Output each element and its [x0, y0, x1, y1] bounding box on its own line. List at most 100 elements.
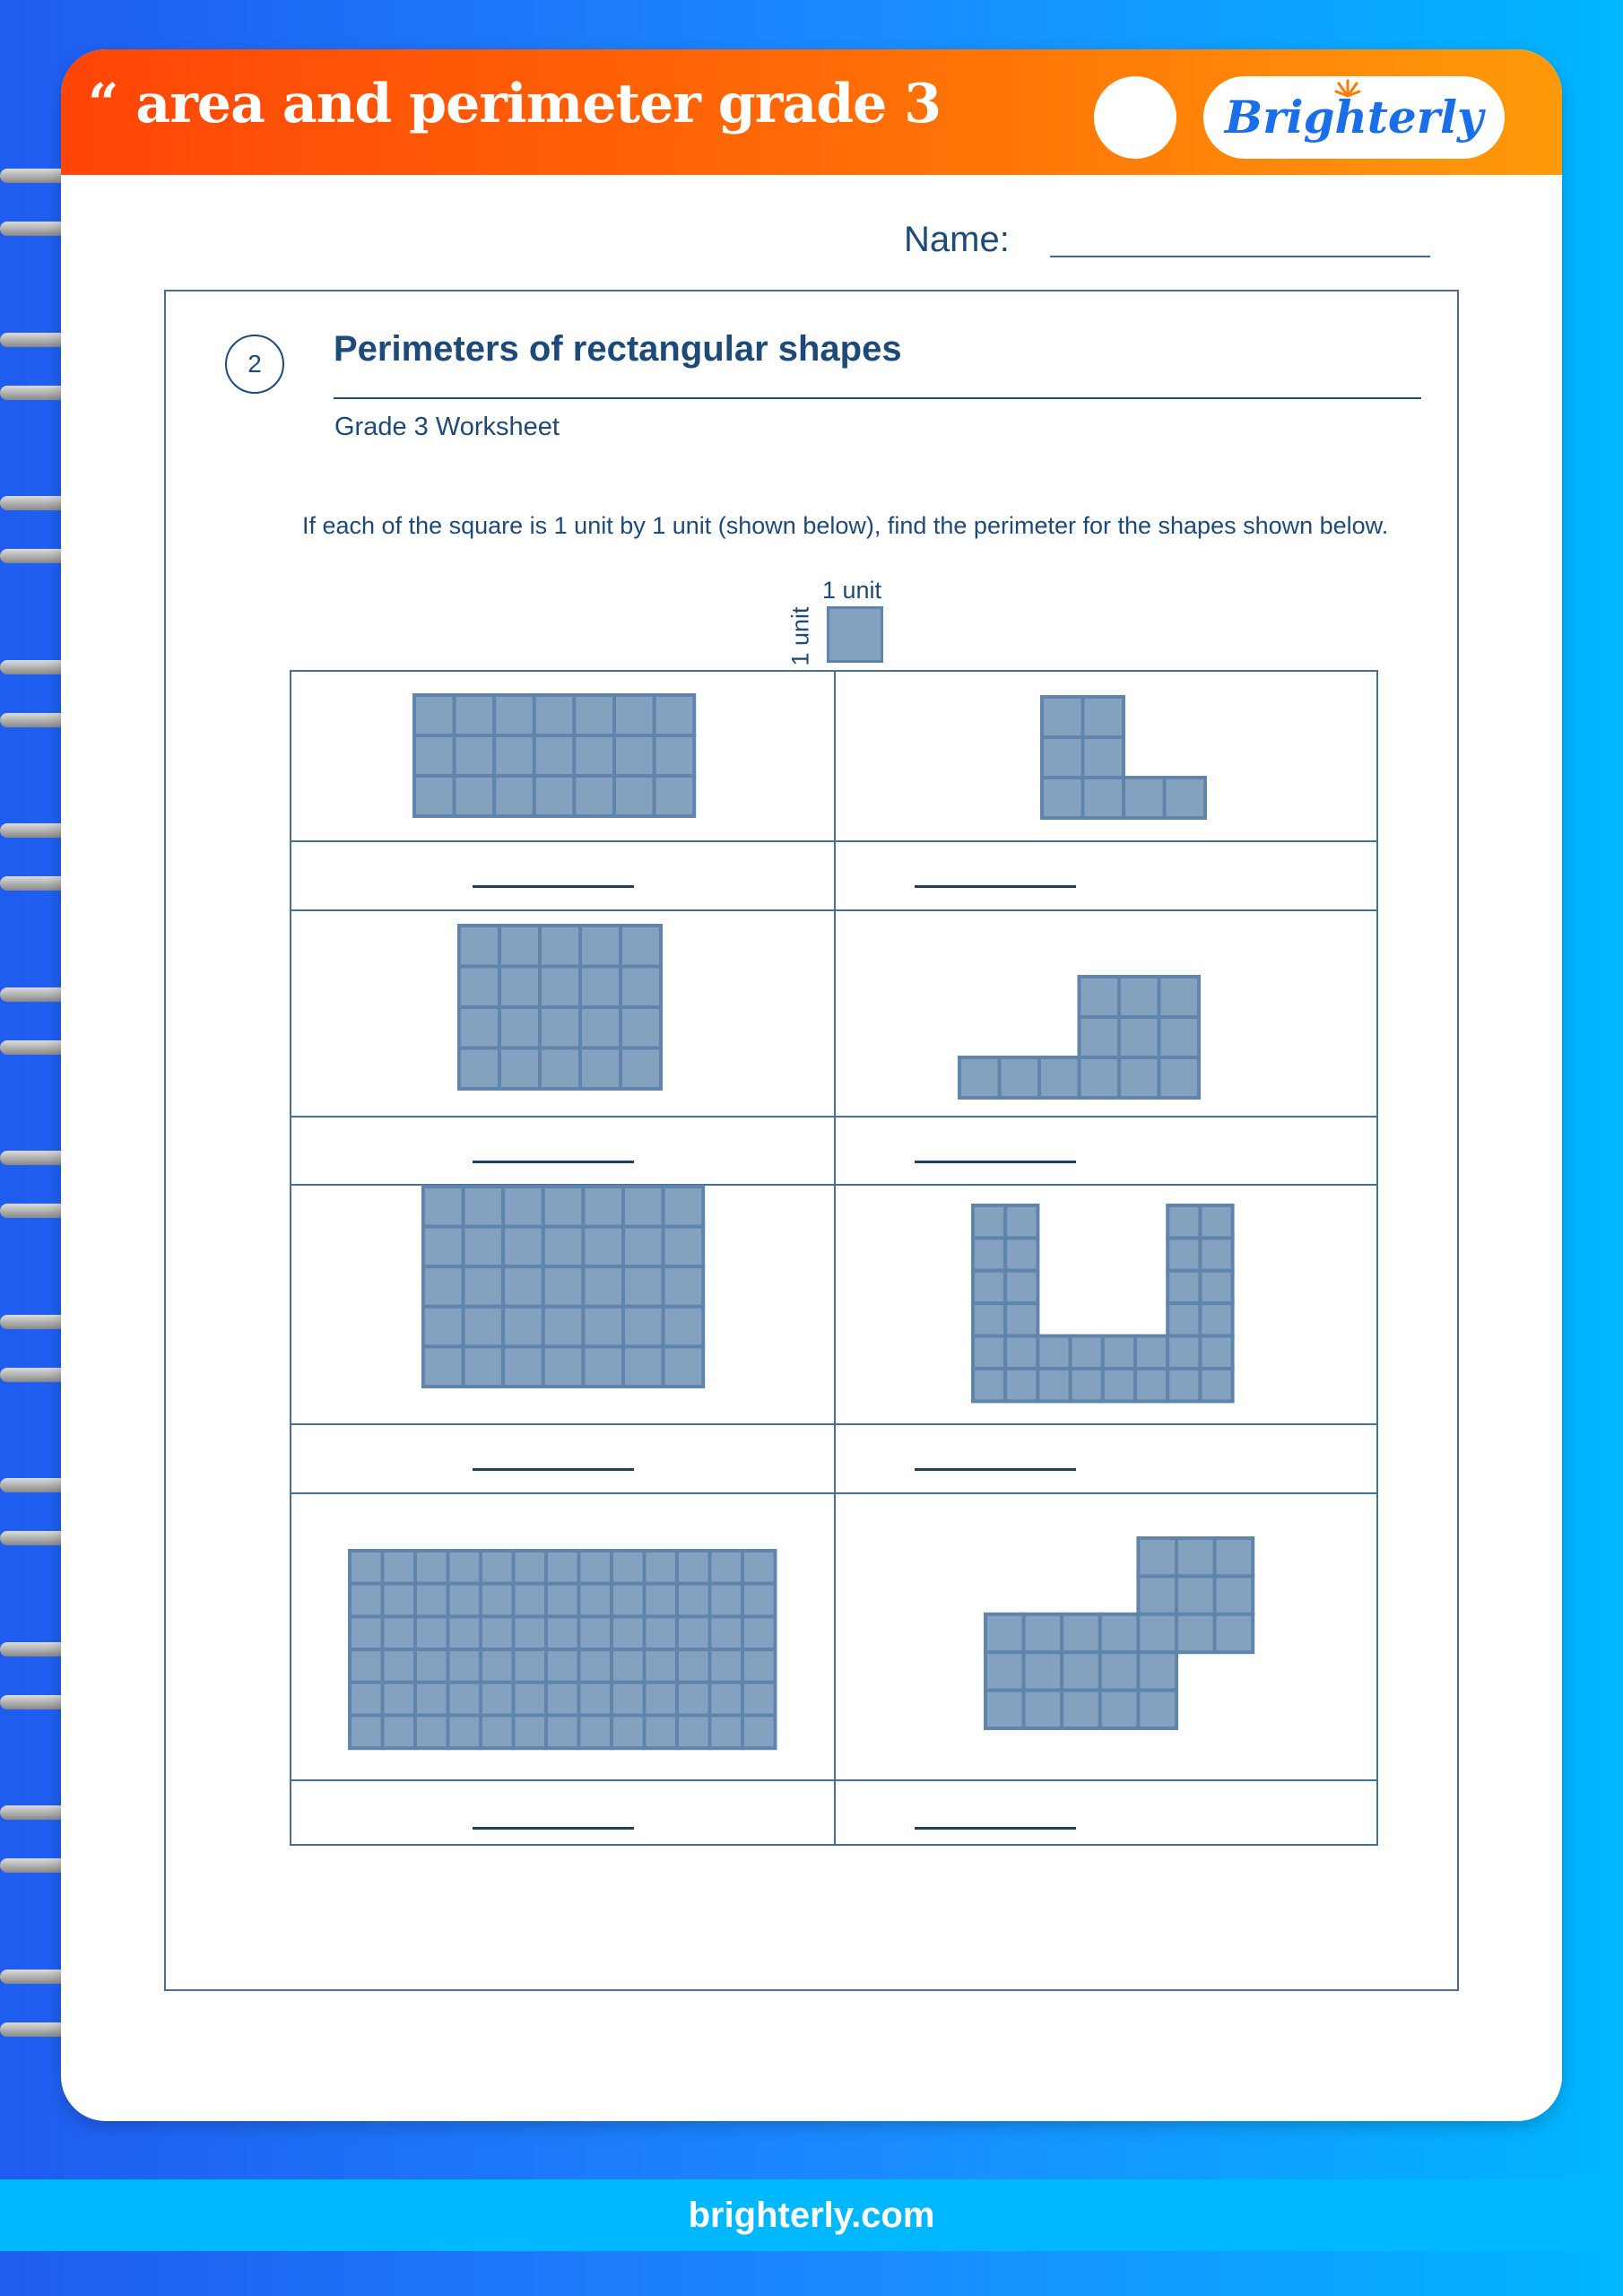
- unit-square-cell: [1136, 1536, 1178, 1578]
- unit-square-cell: [1212, 1612, 1255, 1655]
- unit-square-cell: [984, 1688, 1026, 1731]
- answer-line[interactable]: [915, 1827, 1076, 1830]
- unit-square-cell: [412, 774, 456, 818]
- name-field[interactable]: [1050, 256, 1430, 257]
- unit-square-cell: [511, 1614, 548, 1652]
- footer-url[interactable]: brighterly.com: [688, 2196, 935, 2235]
- unit-square-cell: [446, 1680, 482, 1718]
- unit-square-cell: [707, 1549, 744, 1586]
- unit-square-cell: [541, 1344, 586, 1388]
- unit-square-cell: [1077, 1015, 1121, 1059]
- unit-square-cell: [661, 1304, 706, 1349]
- unit-square-cell: [621, 1304, 665, 1349]
- unit-square-cell: [1117, 1015, 1161, 1059]
- instructions: If each of the square is 1 unit by 1 uni…: [302, 512, 1389, 539]
- unit-square-cell: [544, 1549, 581, 1586]
- header-banner: “ area and perimeter grade 3 Brighterly: [61, 49, 1562, 175]
- answer-line[interactable]: [473, 885, 634, 888]
- exercise-box: [164, 290, 1459, 1991]
- unit-square-cell: [348, 1549, 385, 1586]
- unit-square-cell: [577, 1713, 613, 1751]
- unit-square-cell: [1036, 1334, 1072, 1371]
- unit-square-cell: [461, 1185, 506, 1229]
- unit-square-cell: [621, 1224, 665, 1269]
- unit-square-cell: [413, 1581, 450, 1619]
- answer-line[interactable]: [473, 1468, 634, 1471]
- unit-square-cell: [1060, 1688, 1102, 1731]
- unit-square-cell: [577, 1614, 613, 1652]
- unit-square-cell: [581, 1304, 625, 1349]
- unit-square-cell: [421, 1185, 465, 1229]
- unit-square-cell: [971, 1236, 1008, 1273]
- unit-square-cell: [1081, 695, 1125, 739]
- unit-square-cell: [541, 1304, 586, 1349]
- unit-square-cell: [511, 1648, 548, 1684]
- unit-square-cell: [412, 734, 456, 778]
- grid-shape: [1040, 695, 1207, 820]
- unit-square-cell: [511, 1680, 548, 1718]
- unit-square-cell: [380, 1549, 417, 1586]
- unit-square-cell: [348, 1713, 385, 1751]
- unit-square-cell: [1021, 1612, 1064, 1655]
- unit-square-cell: [741, 1680, 777, 1718]
- unit-square-cell: [461, 1265, 506, 1309]
- unit-square-cell: [1077, 1056, 1121, 1100]
- unit-square-cell: [971, 1301, 1008, 1338]
- unit-square-cell: [446, 1614, 482, 1652]
- unit-square-cell: [544, 1581, 581, 1619]
- unit-square-cell: [544, 1648, 581, 1684]
- unit-square-cell: [498, 924, 542, 969]
- grid-shape: [457, 924, 663, 1091]
- unit-square-cell: [958, 1056, 1002, 1100]
- unit-square-cell: [498, 1005, 542, 1050]
- unit-square-cell: [1081, 776, 1125, 820]
- grid-shape: [348, 1549, 777, 1751]
- unit-square-cell: [452, 774, 497, 818]
- row-divider: [291, 1423, 1376, 1425]
- unit-square-cell: [461, 1304, 506, 1349]
- unit-square-cell: [380, 1713, 417, 1751]
- unit-square-cell: [1068, 1367, 1105, 1404]
- unit-square-cell: [492, 734, 536, 778]
- section-title: Perimeters of rectangular shapes: [334, 329, 902, 369]
- section-subtitle: Grade 3 Worksheet: [334, 413, 560, 441]
- answer-line[interactable]: [473, 1827, 634, 1830]
- unit-square-cell: [621, 1265, 665, 1309]
- unit-square-cell: [1212, 1536, 1255, 1578]
- row-divider: [291, 840, 1376, 842]
- brighterly-logo: Brighterly: [1203, 76, 1505, 159]
- unit-square-cell: [610, 1549, 647, 1586]
- unit-square: [827, 606, 883, 663]
- unit-square-cell: [621, 1344, 665, 1388]
- answer-line[interactable]: [915, 1468, 1076, 1471]
- unit-square-cell: [578, 924, 622, 969]
- unit-square-cell: [1081, 735, 1125, 779]
- unit-square-cell: [501, 1304, 545, 1349]
- unit-square-cell: [619, 964, 663, 1009]
- worksheet-page: “ area and perimeter grade 3 Brighterly …: [61, 49, 1562, 2121]
- unit-square-cell: [479, 1713, 516, 1751]
- unit-square-cell: [707, 1581, 744, 1619]
- unit-square-cell: [675, 1680, 712, 1718]
- unit-square-cell: [457, 1046, 501, 1091]
- unit-square-cell: [479, 1549, 516, 1586]
- answer-line[interactable]: [915, 885, 1076, 888]
- unit-square-cell: [652, 734, 697, 778]
- unit-square-cell: [1060, 1612, 1102, 1655]
- unit-square-cell: [479, 1614, 516, 1652]
- unit-square-cell: [541, 1185, 586, 1229]
- answer-line[interactable]: [473, 1161, 634, 1163]
- unit-square-cell: [971, 1268, 1008, 1306]
- unit-square-cell: [479, 1680, 516, 1718]
- unit-square-cell: [612, 734, 656, 778]
- unit-square-cell: [642, 1614, 679, 1652]
- unit-square-cell: [1157, 1056, 1201, 1100]
- unit-square-cell: [1136, 1688, 1178, 1731]
- unit-square-cell: [1068, 1334, 1105, 1371]
- unit-square-cell: [578, 1005, 622, 1050]
- unit-square-cell: [971, 1334, 1008, 1371]
- unit-square-cell: [1136, 1612, 1178, 1655]
- unit-square-cell: [577, 1680, 613, 1718]
- unit-square-cell: [642, 1581, 679, 1619]
- answer-line[interactable]: [915, 1161, 1076, 1163]
